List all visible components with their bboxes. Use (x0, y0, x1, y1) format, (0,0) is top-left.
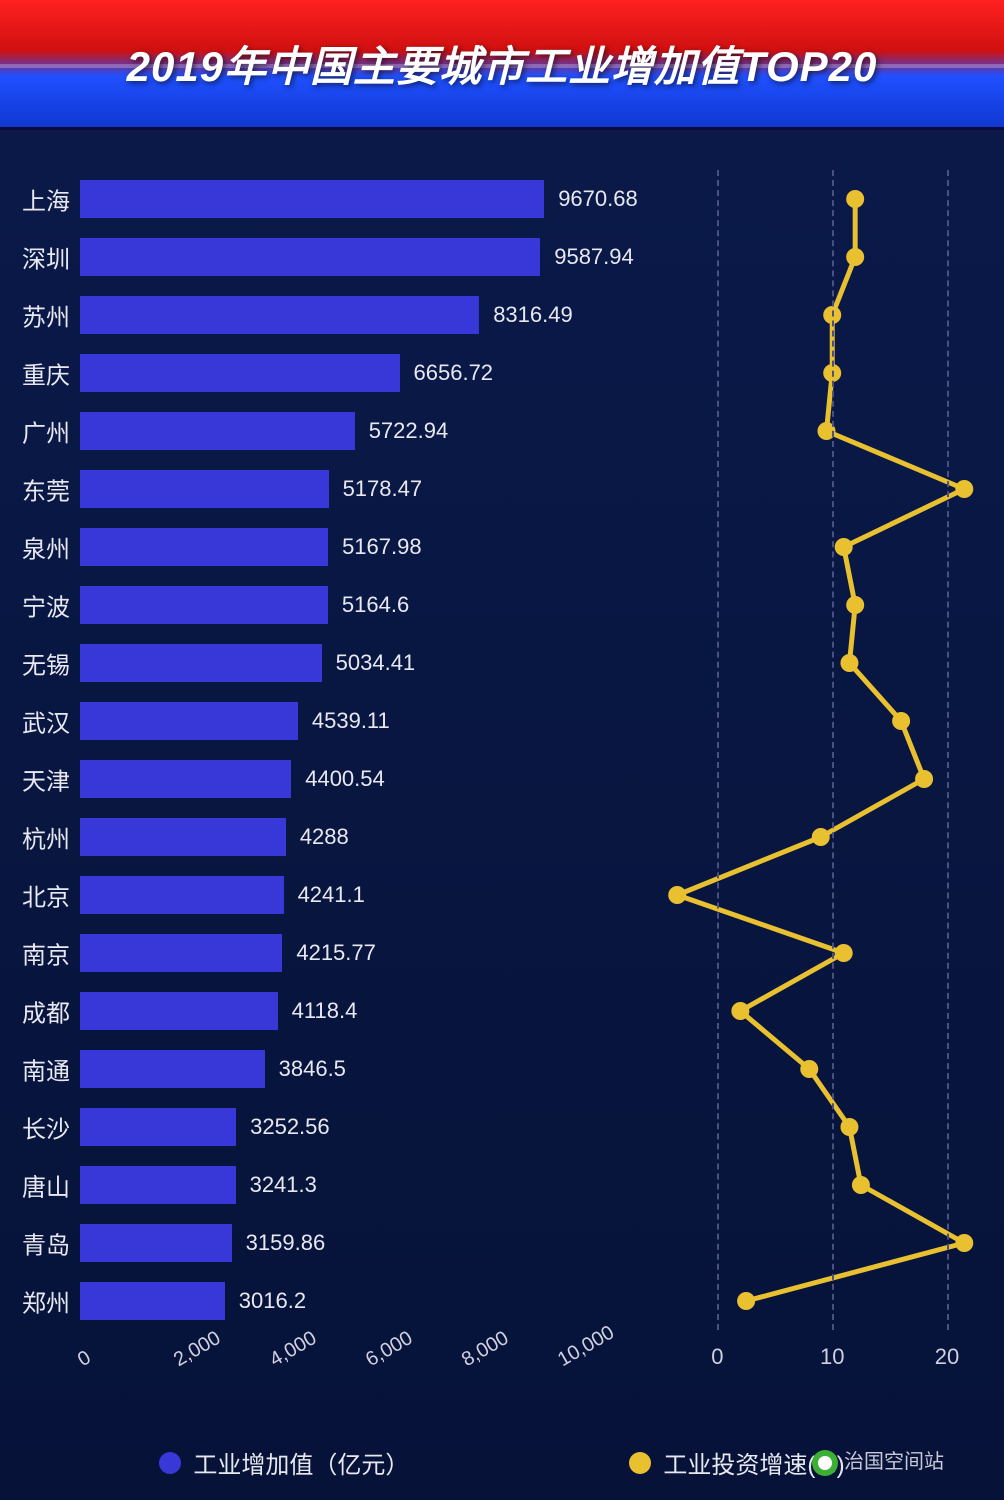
bar (80, 1224, 232, 1262)
bar-value-label: 3252.56 (250, 1114, 330, 1140)
title-banner: 2019年中国主要城市工业增加值TOP20 (0, 0, 1004, 130)
bar (80, 934, 282, 972)
city-label: 重庆 (10, 356, 70, 391)
chart-row: 青岛3159.86 (80, 1214, 980, 1272)
city-label: 天津 (10, 762, 70, 797)
chart-row: 深圳9587.94 (80, 228, 980, 286)
bar-value-label: 4118.4 (292, 998, 358, 1024)
bar-value-label: 9587.94 (554, 244, 634, 270)
city-label: 郑州 (10, 1284, 70, 1319)
wechat-icon (812, 1450, 838, 1476)
city-label: 东莞 (10, 472, 70, 507)
bar (80, 586, 328, 624)
city-label: 武汉 (10, 704, 70, 739)
bar (80, 412, 355, 450)
bar-value-label: 8316.49 (493, 302, 573, 328)
bar-value-label: 4288 (300, 824, 349, 850)
bar (80, 818, 286, 856)
city-label: 长沙 (10, 1110, 70, 1145)
bar-value-label: 4539.11 (312, 708, 390, 734)
chart-row: 东莞5178.47 (80, 460, 980, 518)
legend-item-bar: 工业增加值（亿元） (159, 1445, 409, 1480)
bar-value-label: 3016.2 (239, 1288, 306, 1314)
chart-area: 0102002,0004,0006,0008,00010,000上海9670.6… (0, 130, 1004, 1500)
chart-title: 2019年中国主要城市工业增加值TOP20 (127, 33, 878, 94)
chart-row: 苏州8316.49 (80, 286, 980, 344)
chart-row: 郑州3016.2 (80, 1272, 980, 1330)
chart-row: 上海9670.68 (80, 170, 980, 228)
bar-value-label: 3846.5 (279, 1056, 346, 1082)
bar (80, 354, 400, 392)
city-label: 苏州 (10, 298, 70, 333)
bar-axis-tick-label: 0 (74, 1346, 95, 1371)
chart-row: 泉州5167.98 (80, 518, 980, 576)
bar-value-label: 3159.86 (246, 1230, 326, 1256)
line-axis-tick-label: 20 (935, 1344, 959, 1370)
city-label: 唐山 (10, 1168, 70, 1203)
chart-row: 武汉4539.11 (80, 692, 980, 750)
bar (80, 1108, 236, 1146)
bar-value-label: 6656.72 (414, 360, 494, 386)
city-label: 成都 (10, 994, 70, 1029)
city-label: 广州 (10, 414, 70, 449)
chart-row: 南通3846.5 (80, 1040, 980, 1098)
chart-row: 广州5722.94 (80, 402, 980, 460)
watermark: 治国空间站 (812, 1445, 944, 1476)
bar-value-label: 4400.54 (305, 766, 385, 792)
legend-label-bar: 工业增加值（亿元） (193, 1445, 409, 1480)
bar (80, 1166, 236, 1204)
bar-value-label: 4241.1 (298, 882, 365, 908)
legend-dot-bar (159, 1452, 181, 1474)
bar-value-label: 5722.94 (369, 418, 449, 444)
bar (80, 180, 544, 218)
chart-row: 成都4118.4 (80, 982, 980, 1040)
bar (80, 296, 479, 334)
chart-row: 天津4400.54 (80, 750, 980, 808)
city-label: 北京 (10, 878, 70, 913)
bar-value-label: 5034.41 (336, 650, 416, 676)
bar (80, 644, 322, 682)
bar-value-label: 5164.6 (342, 592, 409, 618)
city-label: 南通 (10, 1052, 70, 1087)
bar (80, 1282, 225, 1320)
legend-dot-line (629, 1452, 651, 1474)
chart-row: 重庆6656.72 (80, 344, 980, 402)
chart-row: 北京4241.1 (80, 866, 980, 924)
city-label: 青岛 (10, 1226, 70, 1261)
bar (80, 1050, 265, 1088)
city-label: 深圳 (10, 240, 70, 275)
line-axis-tick-label: 0 (711, 1344, 723, 1370)
chart-row: 长沙3252.56 (80, 1098, 980, 1156)
chart-row: 杭州4288 (80, 808, 980, 866)
bar (80, 238, 540, 276)
chart-row: 宁波5164.6 (80, 576, 980, 634)
plot-region: 0102002,0004,0006,0008,00010,000上海9670.6… (80, 170, 980, 1330)
bar-value-label: 9670.68 (558, 186, 638, 212)
line-axis-tick-label: 10 (820, 1344, 844, 1370)
bar (80, 992, 278, 1030)
bar (80, 528, 328, 566)
chart-row: 唐山3241.3 (80, 1156, 980, 1214)
city-label: 南京 (10, 936, 70, 971)
city-label: 泉州 (10, 530, 70, 565)
bar (80, 702, 298, 740)
bar (80, 470, 329, 508)
bar-value-label: 5178.47 (343, 476, 423, 502)
bar (80, 760, 291, 798)
city-label: 杭州 (10, 820, 70, 855)
city-label: 无锡 (10, 646, 70, 681)
bar-value-label: 3241.3 (250, 1172, 317, 1198)
bar-value-label: 4215.77 (296, 940, 376, 966)
city-label: 上海 (10, 182, 70, 217)
bar (80, 876, 284, 914)
city-label: 宁波 (10, 588, 70, 623)
bar-value-label: 5167.98 (342, 534, 422, 560)
chart-row: 南京4215.77 (80, 924, 980, 982)
chart-row: 无锡5034.41 (80, 634, 980, 692)
